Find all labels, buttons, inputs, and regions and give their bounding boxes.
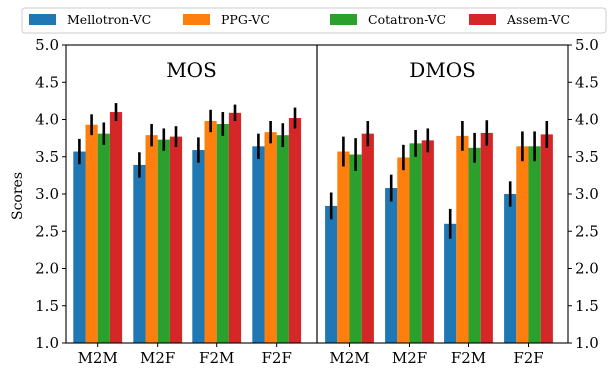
legend-swatch bbox=[29, 14, 56, 25]
bar-mos-assem-vc-m2f bbox=[169, 136, 183, 343]
legend-label: Assem-VC bbox=[506, 12, 570, 27]
bar-dmos-ppg-vc-f2m bbox=[456, 135, 469, 343]
bar-dmos-assem-vc-m2f bbox=[421, 140, 434, 343]
y-tick-label-right: 5.0 bbox=[575, 36, 599, 54]
bar-dmos-assem-vc-m2m bbox=[361, 133, 374, 343]
legend-swatch bbox=[469, 14, 496, 25]
y-tick-label-right: 2.5 bbox=[575, 222, 599, 240]
panel-mos: MOS M2M M2F F2M F2F bbox=[65, 44, 318, 367]
y-tick-label-left: 4.5 bbox=[35, 73, 59, 91]
y-tick-label-right: 2.0 bbox=[575, 260, 599, 278]
bar-mos-assem-vc-f2m bbox=[228, 112, 242, 343]
bar-dmos-mellotron-vc-m2m bbox=[325, 205, 338, 343]
bar-mos-ppg-vc-m2m bbox=[85, 124, 98, 344]
y-tick-label-right: 3.0 bbox=[575, 185, 599, 203]
bar-mos-cotatron-vc-f2f bbox=[276, 135, 289, 343]
bar-dmos-mellotron-vc-m2f bbox=[385, 188, 398, 343]
x-tick-label-m2m: M2M bbox=[78, 349, 118, 367]
bar-mos-ppg-vc-f2m bbox=[204, 120, 217, 344]
chart-panels: MOS M2M M2F F2M F2F DMOS M2M M2F F2M F2F 1.0 1.0 1.5… bbox=[35, 36, 599, 367]
legend-swatch bbox=[183, 14, 210, 25]
x-tick-label-m2f: M2F bbox=[392, 349, 427, 367]
y-tick-label-right: 4.5 bbox=[575, 73, 599, 91]
y-tick-label-left: 4.0 bbox=[35, 111, 59, 129]
bar-dmos-ppg-vc-m2f bbox=[397, 157, 410, 343]
legend: Mellotron-VC PPG-VC Cotatron-VC Assem-VC bbox=[21, 7, 607, 34]
x-tick-label-f2f: F2F bbox=[262, 349, 292, 367]
bar-dmos-mellotron-vc-f2m bbox=[444, 223, 457, 343]
panel-title-dmos: DMOS bbox=[409, 58, 476, 82]
bar-mos-assem-vc-m2m bbox=[109, 112, 123, 343]
x-tick-label-f2m: F2M bbox=[199, 349, 234, 367]
bar-mos-cotatron-vc-m2m bbox=[97, 133, 110, 343]
y-tick-label-left: 3.0 bbox=[35, 185, 59, 203]
x-tick-label-f2m: F2M bbox=[451, 349, 486, 367]
legend-swatch bbox=[330, 14, 357, 25]
bar-mos-mellotron-vc-f2f bbox=[252, 146, 265, 343]
y-tick-label-right: 4.0 bbox=[575, 111, 599, 129]
bar-mos-cotatron-vc-m2f bbox=[157, 139, 170, 343]
y-tick-label-left: 1.5 bbox=[35, 297, 59, 315]
x-tick-label-m2m: M2M bbox=[329, 349, 369, 367]
y-tick-label-left: 2.0 bbox=[35, 260, 59, 278]
legend-entry-cotatron-vc: Cotatron-VC bbox=[330, 12, 446, 27]
bar-dmos-ppg-vc-m2m bbox=[337, 151, 350, 343]
y-tick-label-left: 3.5 bbox=[35, 148, 59, 166]
y-tick-label-right: 1.5 bbox=[575, 297, 599, 315]
x-tick-label-f2f: F2F bbox=[513, 349, 543, 367]
bar-dmos-cotatron-vc-f2f bbox=[528, 146, 541, 343]
bar-dmos-cotatron-vc-m2m bbox=[349, 154, 362, 343]
x-tick-label-m2f: M2F bbox=[140, 349, 175, 367]
bar-mos-mellotron-vc-m2m bbox=[73, 151, 86, 343]
bar-dmos-cotatron-vc-f2m bbox=[468, 147, 481, 343]
y-tick-label-right: 1.0 bbox=[575, 334, 599, 352]
bar-mos-mellotron-vc-m2f bbox=[133, 164, 146, 343]
bar-dmos-mellotron-vc-f2f bbox=[504, 194, 517, 343]
bar-mos-cotatron-vc-f2m bbox=[216, 123, 229, 343]
y-tick-label-right: 3.5 bbox=[575, 148, 599, 166]
panel-title-mos: MOS bbox=[166, 58, 217, 82]
y-axis-label: Scores bbox=[10, 172, 26, 220]
bar-mos-ppg-vc-f2f bbox=[264, 132, 277, 343]
panel-dmos: DMOS M2M M2F F2M F2F bbox=[316, 44, 569, 367]
bar-mos-mellotron-vc-f2m bbox=[192, 150, 205, 343]
y-tick-label-left: 2.5 bbox=[35, 222, 59, 240]
legend-label: Cotatron-VC bbox=[368, 12, 446, 27]
legend-label: PPG-VC bbox=[221, 12, 270, 27]
y-axis-ticks: 1.0 1.0 1.5 1.5 2.0 2.0 2.5 2.5 3.0 3.0 3.5 3.5 4.0 4… bbox=[35, 36, 599, 352]
bar-mos-ppg-vc-m2f bbox=[145, 135, 158, 343]
legend-entry-assem-vc: Assem-VC bbox=[469, 12, 570, 27]
bar-dmos-ppg-vc-f2f bbox=[516, 146, 529, 343]
bar-mos-assem-vc-f2f bbox=[288, 118, 302, 343]
y-tick-label-left: 1.0 bbox=[35, 334, 59, 352]
bar-dmos-cotatron-vc-m2f bbox=[409, 143, 422, 343]
legend-label: Mellotron-VC bbox=[67, 12, 151, 27]
y-tick-label-left: 5.0 bbox=[35, 36, 59, 54]
bar-dmos-assem-vc-f2m bbox=[480, 132, 493, 343]
legend-frame bbox=[21, 7, 607, 34]
legend-entry-mellotron-vc: Mellotron-VC bbox=[29, 12, 151, 27]
legend-entry-ppg-vc: PPG-VC bbox=[183, 12, 270, 27]
bar-dmos-assem-vc-f2f bbox=[540, 134, 553, 343]
